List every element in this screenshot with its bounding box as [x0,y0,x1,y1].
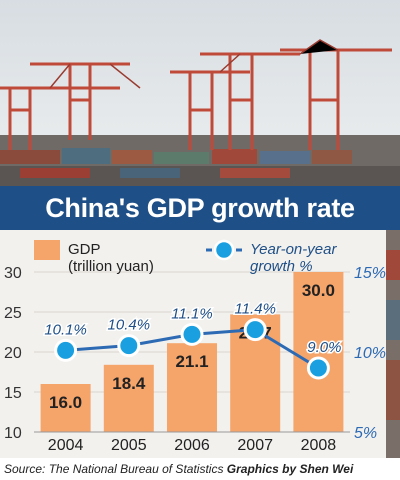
growth-label-2007: 11.4% [234,301,275,318]
left-axis-tick: 10 [4,425,22,442]
x-axis-tick-2004: 2004 [48,437,84,454]
gdp-bar-2008 [293,272,344,432]
x-axis-tick-2005: 2005 [111,437,147,454]
right-axis-tick: 15% [354,265,386,282]
growth-point-2004 [54,338,78,362]
legend-growth-marker [213,239,235,261]
legend-gdp-label: GDP [68,241,101,258]
right-axis-ticks: 5% 10% 15% [354,265,386,442]
right-axis-tick: 10% [354,345,386,362]
growth-line-series: 10.1% 10.4% 11.1% 11.4% 9.0% [43,299,343,380]
growth-label-2005: 10.4% [108,317,151,334]
growth-point-2006 [180,322,204,346]
x-axis-tick-2006: 2006 [174,437,210,454]
x-axis-tick-2008: 2008 [301,437,337,454]
left-axis-ticks: 10 15 20 25 30 [4,265,22,442]
legend-gdp-swatch [34,240,60,260]
left-axis-tick: 25 [4,305,22,322]
gdp-bar-label-2006: 21.1 [175,352,208,371]
growth-point-2005 [117,334,141,358]
gdp-bar-2004 [40,384,91,432]
growth-label-2008: 9.0% [307,339,341,356]
legend-growth-unit: growth % [250,258,313,275]
right-axis-tick: 5% [354,425,377,442]
left-axis-tick: 20 [4,345,22,362]
left-axis-tick: 15 [4,385,22,402]
legend: GDP (trillion yuan) Year-on-year growth … [34,239,337,275]
x-axis-ticks: 2004 2005 2006 2007 2008 [34,431,350,454]
growth-label-2004: 10.1% [44,321,87,338]
gdp-bar-label-2005: 18.4 [112,374,146,393]
growth-label-2006: 11.1% [171,305,212,322]
chart-title: China's GDP growth rate [0,186,400,230]
x-axis-tick-2007: 2007 [237,437,273,454]
graphics-credit: Graphics by Shen Wei [226,462,354,476]
gdp-bar-label-2004: 16.0 [49,393,82,412]
growth-point-2008 [306,356,330,380]
source-note: Source: The National Bureau of Statistic… [4,462,224,476]
legend-gdp-unit: (trillion yuan) [68,258,154,275]
left-axis-tick: 30 [4,265,22,282]
gdp-bar-2005 [103,364,154,432]
footer: Source: The National Bureau of Statistic… [0,458,400,480]
gdp-bar-label-2008: 30.0 [302,281,335,300]
legend-growth-label: Year-on-year [250,241,337,258]
growth-point-2007 [243,318,267,342]
gdp-bar-2006 [167,343,217,432]
